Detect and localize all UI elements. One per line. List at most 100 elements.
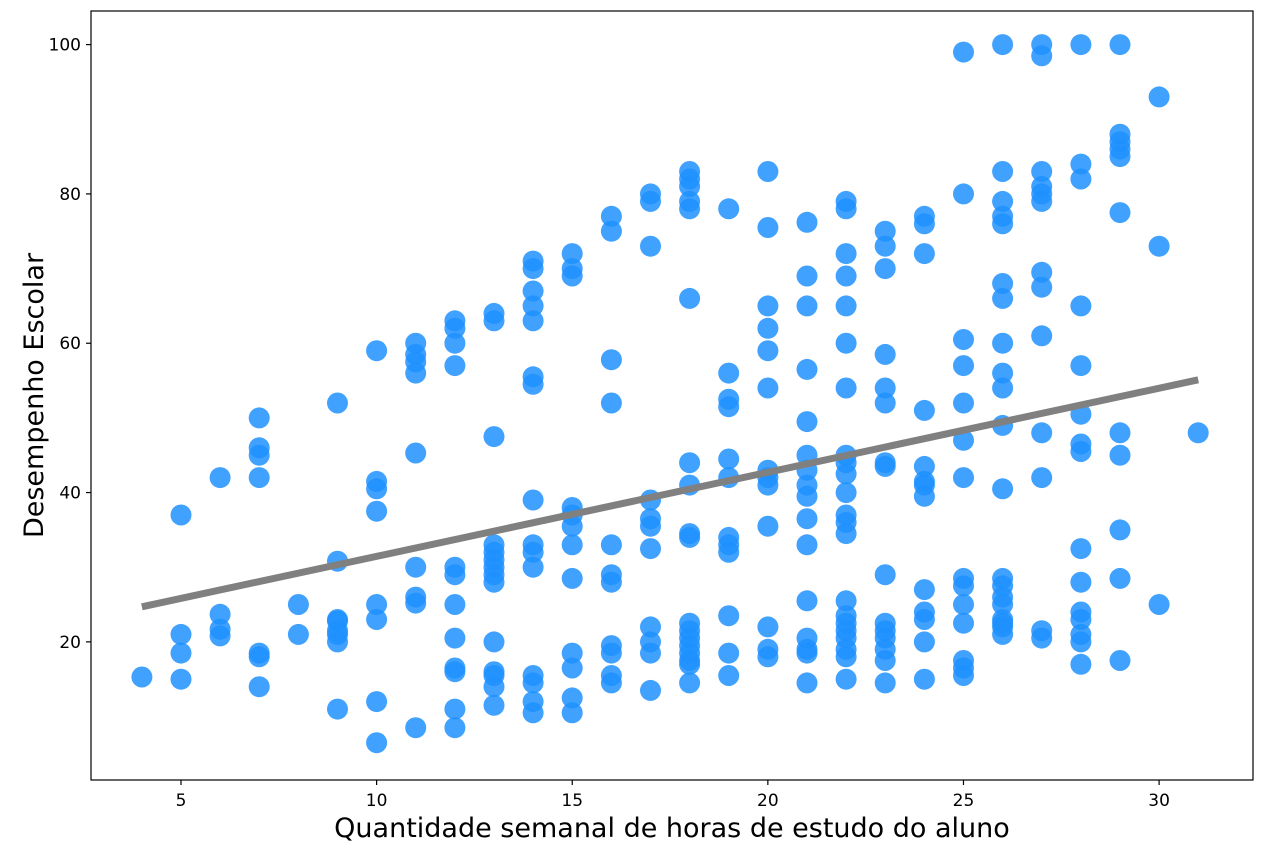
data-point xyxy=(1070,153,1092,175)
data-point xyxy=(874,343,896,365)
data-point xyxy=(953,467,974,489)
data-point xyxy=(992,594,1014,615)
x-tick-label: 15 xyxy=(561,791,583,811)
data-point xyxy=(874,392,896,414)
data-point xyxy=(1031,422,1053,444)
data-point xyxy=(913,485,935,507)
data-point xyxy=(522,702,544,724)
data-point xyxy=(405,362,427,384)
data-point xyxy=(913,243,935,265)
data-point xyxy=(483,631,505,653)
data-point xyxy=(835,482,857,504)
data-point xyxy=(483,426,505,448)
x-tick-label: 30 xyxy=(1148,791,1170,811)
data-point xyxy=(835,590,857,612)
data-point xyxy=(561,642,583,664)
data-point xyxy=(718,605,740,627)
data-point xyxy=(757,646,779,668)
data-point xyxy=(131,666,153,688)
data-point xyxy=(1070,653,1092,675)
data-point xyxy=(522,295,544,317)
data-point xyxy=(1031,467,1053,489)
data-point xyxy=(679,526,701,548)
data-point xyxy=(640,190,661,212)
data-point xyxy=(992,213,1014,235)
data-point xyxy=(1031,190,1053,212)
data-point xyxy=(444,698,466,720)
data-point xyxy=(444,627,466,649)
data-point xyxy=(483,571,505,593)
data-point xyxy=(874,377,896,399)
data-point xyxy=(874,455,896,477)
data-point xyxy=(1109,519,1131,541)
data-point xyxy=(483,310,505,332)
data-point xyxy=(1109,34,1131,56)
data-point xyxy=(1070,538,1092,560)
data-point xyxy=(483,676,505,698)
data-point xyxy=(796,295,818,317)
data-point xyxy=(718,198,740,220)
data-point xyxy=(327,392,348,414)
data-point xyxy=(953,329,974,350)
data-point xyxy=(796,590,818,612)
data-point xyxy=(992,377,1014,399)
data-point xyxy=(522,280,544,302)
data-point xyxy=(209,625,231,647)
data-point xyxy=(444,661,466,683)
data-point xyxy=(757,340,779,362)
data-point xyxy=(835,463,857,485)
data-point xyxy=(561,567,583,589)
data-point xyxy=(600,392,622,414)
x-tick-label: 5 xyxy=(176,791,187,811)
data-point xyxy=(248,676,270,698)
data-point xyxy=(796,211,818,233)
data-point xyxy=(366,691,388,713)
data-point xyxy=(600,349,622,371)
data-point xyxy=(640,235,661,257)
data-point xyxy=(992,287,1014,309)
data-point xyxy=(992,362,1014,384)
data-points xyxy=(131,34,1209,754)
data-point xyxy=(992,478,1014,500)
data-point xyxy=(1109,422,1131,444)
data-point xyxy=(796,642,818,664)
data-point xyxy=(679,176,701,197)
data-point xyxy=(835,265,857,287)
data-point xyxy=(405,556,427,578)
data-point xyxy=(757,161,779,182)
data-point xyxy=(874,672,896,694)
data-point xyxy=(874,220,896,242)
data-point xyxy=(835,668,857,690)
data-point xyxy=(561,702,583,724)
data-point xyxy=(757,515,779,537)
data-point xyxy=(640,616,661,638)
data-point xyxy=(640,538,661,560)
data-point xyxy=(522,373,544,395)
data-point xyxy=(1187,422,1209,444)
y-tick-label: 80 xyxy=(59,185,81,205)
data-point xyxy=(953,429,974,451)
data-point xyxy=(874,564,896,586)
data-point xyxy=(1070,631,1092,653)
data-point xyxy=(1070,34,1092,56)
x-tick-label: 25 xyxy=(953,791,975,811)
data-point xyxy=(640,515,661,537)
data-point xyxy=(444,332,466,354)
data-point xyxy=(209,603,231,625)
data-point xyxy=(796,672,818,694)
data-point xyxy=(953,41,974,63)
data-point xyxy=(444,717,466,739)
data-point xyxy=(953,355,974,377)
data-point xyxy=(1070,355,1092,377)
data-point xyxy=(444,564,466,586)
data-point xyxy=(405,592,427,614)
data-point xyxy=(1148,594,1170,615)
data-point xyxy=(522,258,544,280)
data-point xyxy=(757,474,779,496)
data-point xyxy=(1109,444,1131,466)
data-point xyxy=(248,467,270,489)
data-point xyxy=(874,650,896,671)
data-point xyxy=(796,485,818,507)
data-point xyxy=(522,672,544,694)
